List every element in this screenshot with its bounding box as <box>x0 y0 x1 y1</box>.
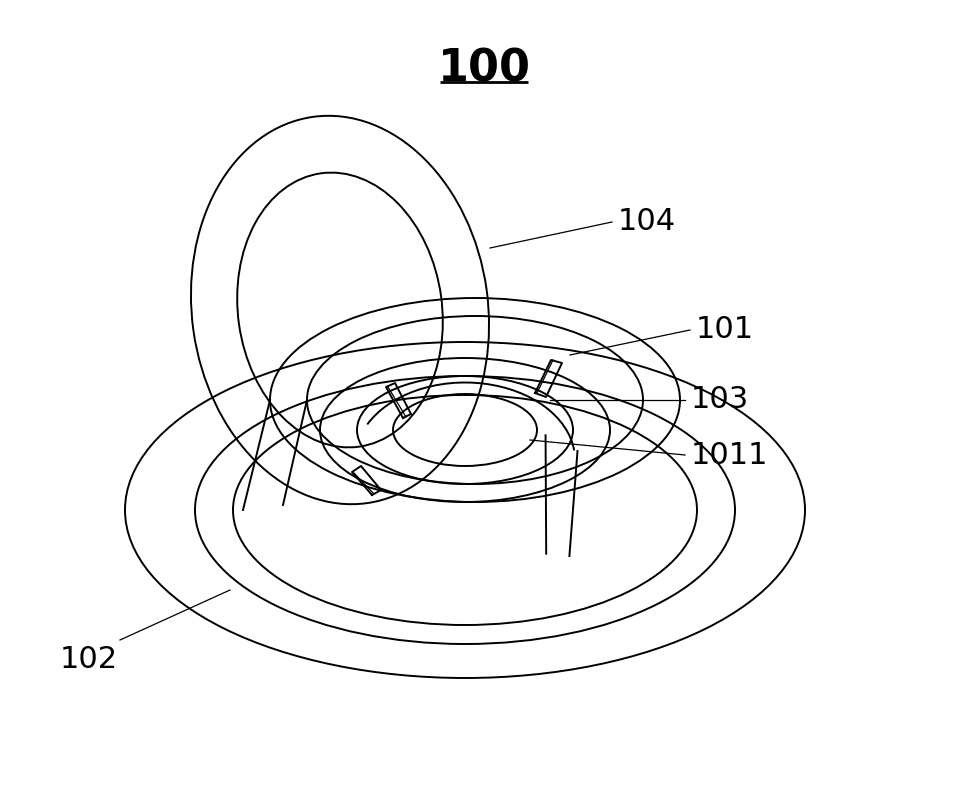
Text: 101: 101 <box>696 316 754 344</box>
Text: 102: 102 <box>60 646 118 675</box>
Text: 103: 103 <box>691 385 749 415</box>
Text: 1011: 1011 <box>691 440 768 469</box>
Text: 100: 100 <box>437 48 530 91</box>
Text: 104: 104 <box>618 208 676 236</box>
